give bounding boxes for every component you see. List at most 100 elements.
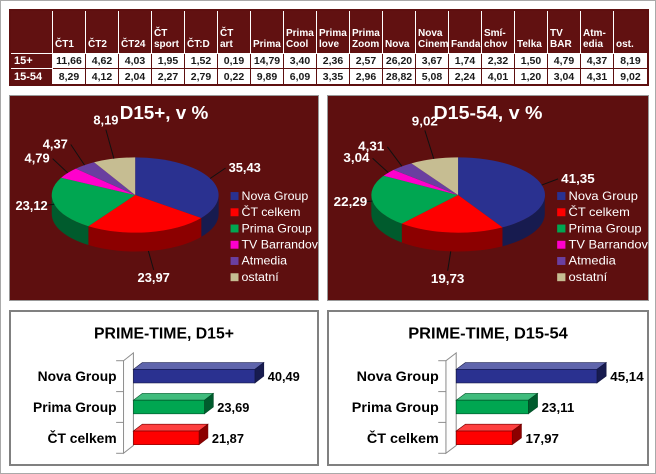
pie-slice-ostatn [94, 157, 136, 196]
col-header-t-sport: ČT sport [152, 11, 185, 54]
bar-top-face-nova-group [132, 362, 265, 370]
col-header-prima: Prima [251, 11, 284, 54]
cell-15-54-nova-cinema: 5,08 [416, 69, 449, 84]
legend-swatch-atmedia [230, 257, 239, 265]
pie-slice-side-t-celkem [88, 218, 202, 252]
legend-swatch-t-celkem [557, 208, 566, 217]
cell-15-t24: 4,03 [119, 54, 152, 69]
col-header-nova: Nova [383, 11, 416, 54]
bar-chart-primetime-d15plus: PRIME-TIME, D15+ Nova Group 40,49 Prima Gro… [33, 325, 300, 455]
pie-slice-t-celkem [401, 195, 503, 233]
col-header-sm-chov: Smí- chov [482, 11, 515, 54]
bar-panel-primetime-d15plus: PRIME-TIME, D15+ Nova Group 40,49 Prima Gro… [9, 310, 319, 466]
bar-top-face-prima-group [132, 393, 215, 401]
legend-label-t-celkem: ČT celkem [569, 204, 630, 219]
col-header-t1: ČT1 [53, 11, 86, 54]
pie-value-label-t-celkem: 23,97 [138, 270, 170, 285]
label-leader-line [209, 167, 226, 179]
legend-label-atmedia: Atmedia [569, 254, 617, 268]
pie-slice-atmedia [393, 163, 459, 196]
cell-15-54-prima: 9,89 [251, 69, 284, 84]
cell-15-ost: 8,19 [614, 54, 647, 69]
cell-15-54-prima-cool: 6,09 [284, 69, 317, 84]
bar-top-face-t-celkem [132, 423, 209, 432]
category-label-t-celkem: ČT celkem [367, 429, 439, 446]
bar-value-label-t-celkem: 17,97 [526, 431, 559, 446]
cell-15-t1: 11,66 [53, 54, 86, 69]
legend-label-tv-barrandov: TV Barrandov [241, 238, 318, 252]
row-header-15-54: 15-54 [11, 69, 53, 84]
pie-slice-nova-group [135, 157, 219, 219]
pie-slice-nova-group [458, 157, 545, 228]
label-leader-line [541, 178, 559, 186]
cell-15-54-telka: 1,20 [515, 69, 548, 84]
cell-15-tv-bar: 4,79 [548, 54, 581, 69]
pie-panel-d15-54: 41,35 19,73 22,29 3,04 4,31 9,02 D15-54, v % No… [327, 95, 649, 301]
pie-slice-t-celkem [88, 195, 202, 233]
table-corner-cell [11, 11, 53, 54]
legend-swatch-atmedia [557, 257, 566, 265]
legend-swatch-ostatn [557, 273, 566, 282]
label-leader-line [372, 157, 389, 174]
cell-15-prima-love: 2,36 [317, 54, 350, 69]
col-header-t24: ČT24 [119, 11, 152, 54]
legend-label-ostatn: ostatní [241, 270, 279, 284]
pie-slice-side-nova-group [502, 195, 545, 247]
cell-15-prima-zoom: 2,57 [350, 54, 383, 69]
pie-slice-side-prima-group [371, 195, 402, 243]
bar-value-label-t-celkem: 21,87 [212, 431, 244, 446]
chart-title: D15-54, v % [434, 103, 543, 124]
legend-label-prima-group: Prima Group [569, 221, 642, 235]
cell-15-54-fanda: 2,24 [449, 69, 482, 84]
pie-value-label-t-celkem: 19,73 [431, 271, 465, 286]
cell-15-54-sm-chov: 4,01 [482, 69, 515, 84]
label-leader-line [52, 158, 69, 174]
pie-value-label-tv-barrandov: 4,79 [25, 151, 50, 166]
pie-slice-prima-group [371, 175, 459, 224]
col-header-t2: ČT2 [86, 11, 119, 54]
pie-slice-side-prima-group [51, 195, 89, 246]
pie-value-label-nova-group: 41,35 [561, 171, 595, 186]
legend-swatch-t-celkem [230, 208, 239, 217]
cell-15-54-t-art: 0,22 [218, 69, 251, 84]
table-header: ČT1 ČT2 ČT24 ČT sport ČT:D ČT art Prima Prima C… [11, 11, 647, 54]
pie-value-label-ostatn: 9,02 [412, 114, 438, 129]
table-header-row: ČT1 ČT2 ČT24 ČT sport ČT:D ČT art Prima Prima C… [11, 11, 647, 54]
row-header-15: 15+ [11, 54, 53, 69]
cell-15-54-prima-love: 3,35 [317, 69, 350, 84]
label-leader-line [447, 251, 452, 271]
bar-chart-primetime-d15-54: PRIME-TIME, D15-54 Nova Group 45,14 Prima G… [352, 326, 644, 455]
cell-15-telka: 1,50 [515, 54, 548, 69]
bar-top-face-t-celkem [455, 423, 523, 432]
chart-title: PRIME-TIME, D15+ [94, 325, 234, 342]
pie-slice-side-nova-group [201, 195, 219, 237]
cell-15-sm-chov: 2,32 [482, 54, 515, 69]
pie-slice-atmedia [75, 162, 136, 196]
table-row-15-54: 15-54 8,29 4,12 2,04 2,27 2,79 0,22 9,89 6,09 3,3… [11, 69, 647, 84]
pie-value-label-atmedia: 4,31 [358, 139, 384, 154]
bar-prima-group [455, 399, 529, 415]
pie-panel-d15plus: 35,43 23,97 23,12 4,79 4,37 8,19 D15+, v % Nova… [9, 95, 319, 301]
legend-label-atmedia: Atmedia [241, 254, 287, 268]
bar-nova-group [133, 369, 256, 384]
legend-swatch-tv-barrandov [557, 240, 566, 249]
col-header-tv-bar: TV BAR [548, 11, 581, 54]
table-body: 15+ 11,66 4,62 4,03 1,95 1,52 0,19 14,79 3,40 2,3… [11, 54, 647, 84]
label-leader-line [147, 250, 155, 271]
legend-label-nova-group: Nova Group [569, 189, 638, 203]
bar-t-celkem [133, 430, 200, 445]
cell-15-54-t-sport: 2,27 [152, 69, 185, 84]
legend-label-nova-group: Nova Group [241, 189, 308, 203]
bar-top-face-prima-group [455, 393, 539, 401]
cell-15-t-d: 1,52 [185, 54, 218, 69]
label-leader-line [70, 144, 85, 166]
pie-chart-d15plus: 35,43 23,97 23,12 4,794,37 8,19 D15+, v % Nova… [15, 102, 318, 285]
legend-swatch-nova-group [557, 192, 566, 200]
cell-15-54-ost: 9,02 [614, 69, 647, 84]
cell-15-prima-cool: 3,40 [284, 54, 317, 69]
legend-label-prima-group: Prima Group [241, 221, 311, 235]
category-axis-wall [123, 351, 134, 455]
category-label-nova-group: Nova Group [38, 369, 117, 384]
category-label-t-celkem: ČT celkem [48, 429, 117, 446]
